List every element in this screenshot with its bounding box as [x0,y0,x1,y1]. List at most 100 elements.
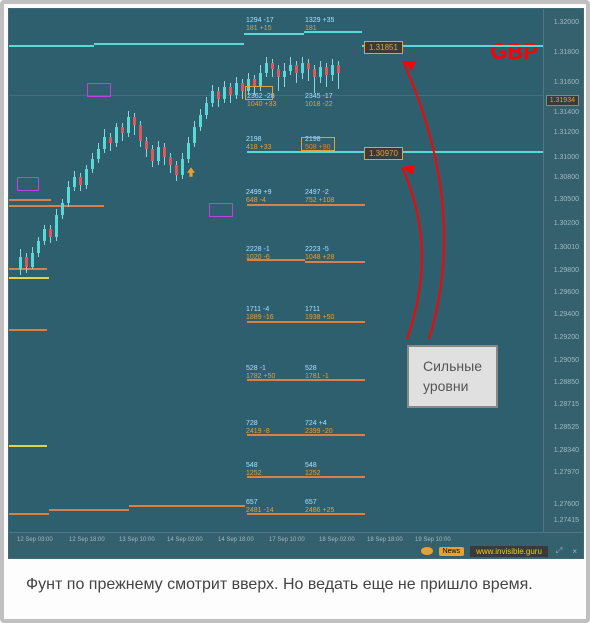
level-label: 2497 -2752 +108 [305,189,334,204]
candle-body [109,137,112,143]
highlight-rect [87,83,111,97]
candle-body [217,91,220,99]
candle-body [181,159,184,175]
y-tick: 1.31800 [554,49,579,56]
level-line [244,33,304,35]
y-tick: 1.31000 [554,154,579,161]
x-tick: 18 Sep 02:00 [319,537,355,543]
resize-icon[interactable]: ⤢ [554,546,564,556]
candle-body [289,65,292,71]
level-line [9,277,49,279]
candle-body [79,177,82,185]
y-tick: 1.29050 [554,357,579,364]
y-tick: 1.27970 [554,469,579,476]
price-callout: 1.31851 [364,41,403,54]
candle-body [325,67,328,75]
candle-body [151,149,154,161]
ticker-title: GBP [490,39,538,65]
candle-body [211,91,214,103]
level-label: 1711 -41889 -16 [246,306,274,321]
candle-body [319,67,322,77]
level-label: 2228 -11020 -6 [246,246,270,261]
candle-body [307,63,310,69]
y-tick: 1.29800 [554,267,579,274]
candle-body [205,103,208,115]
candle-body [241,83,244,91]
candle-body [121,127,124,133]
candle-body [115,127,118,143]
y-tick: 1.28340 [554,447,579,454]
eye-icon[interactable] [421,547,433,555]
level-label: 5481252 [305,462,321,477]
candle-body [85,169,88,185]
candle-body [157,147,160,161]
x-tick: 12 Sep 03:00 [17,537,53,543]
x-tick: 18 Sep 18:00 [367,537,403,543]
level-line [9,513,49,515]
level-line [9,268,47,270]
level-label: 6572486 +25 [305,499,334,514]
y-tick: 1.28715 [554,401,579,408]
bottom-bar: News www.invisible.guru ⤢ × [9,544,583,558]
y-tick: 1.27600 [554,501,579,508]
candle-body [91,159,94,169]
y-tick: 1.29200 [554,334,579,341]
candle-body [295,65,298,73]
y-tick: 1.31600 [554,79,579,86]
close-icon[interactable]: × [570,547,579,556]
level-line [305,151,545,153]
highlight-rect [245,86,273,100]
candle-body [223,87,226,99]
level-label: 17111938 +50 [305,306,334,321]
level-line [9,199,51,201]
candle-body [31,253,34,267]
chart-area[interactable]: GBP 1294 -17181 +151329 +351812362 -2810… [8,8,584,559]
y-tick: 1.29400 [554,311,579,318]
candle-body [43,229,46,241]
news-button[interactable]: News [439,547,465,556]
y-tick: 1.32000 [554,19,579,26]
level-label: 2499 +9648 -4 [246,189,272,204]
y-tick: 1.30500 [554,196,579,203]
level-label: 2223 -51048 +28 [305,246,334,261]
level-label: 1294 -17181 +15 [246,17,274,32]
y-axis: 1.320001.318001.316001.314001.312001.310… [543,9,583,558]
x-tick: 19 Sep 10:00 [415,537,451,543]
x-tick: 14 Sep 18:00 [218,537,254,543]
candle-body [313,69,316,77]
y-tick: 1.27415 [554,517,579,524]
candle-body [265,63,268,73]
candle-body [331,65,334,75]
candle-body [73,177,76,187]
level-label: 528 -11782 +50 [246,365,275,380]
level-line [9,329,47,331]
candle-body [61,203,64,215]
level-line [129,505,245,507]
outer-frame: GBP 1294 -17181 +151329 +351812362 -2810… [0,0,590,623]
candle-body [37,241,40,253]
candle-body [277,69,280,77]
level-label: 5281781 -1 [305,365,329,380]
level-label: 1329 +35181 [305,17,334,32]
highlight-rect [17,177,39,191]
anno-line1: Сильные [423,357,482,377]
x-tick: 17 Sep 10:00 [269,537,305,543]
candle-body [337,65,340,73]
candle-body [97,149,100,159]
candle-body [259,73,262,87]
y-price-marker: 1.31934 [546,95,579,106]
y-tick: 1.31400 [554,109,579,116]
candle-body [169,157,172,165]
candle-body [127,117,130,133]
level-line [94,43,244,45]
y-tick: 1.28525 [554,424,579,431]
level-label: 7282419 -8 [246,420,270,435]
candle-body [283,71,286,77]
candle-body [187,143,190,159]
y-tick: 1.29600 [554,289,579,296]
candle-body [163,147,166,157]
site-link[interactable]: www.invisible.guru [470,546,548,557]
candle-body [145,141,148,149]
candle-body [193,127,196,143]
y-tick: 1.30010 [554,244,579,251]
